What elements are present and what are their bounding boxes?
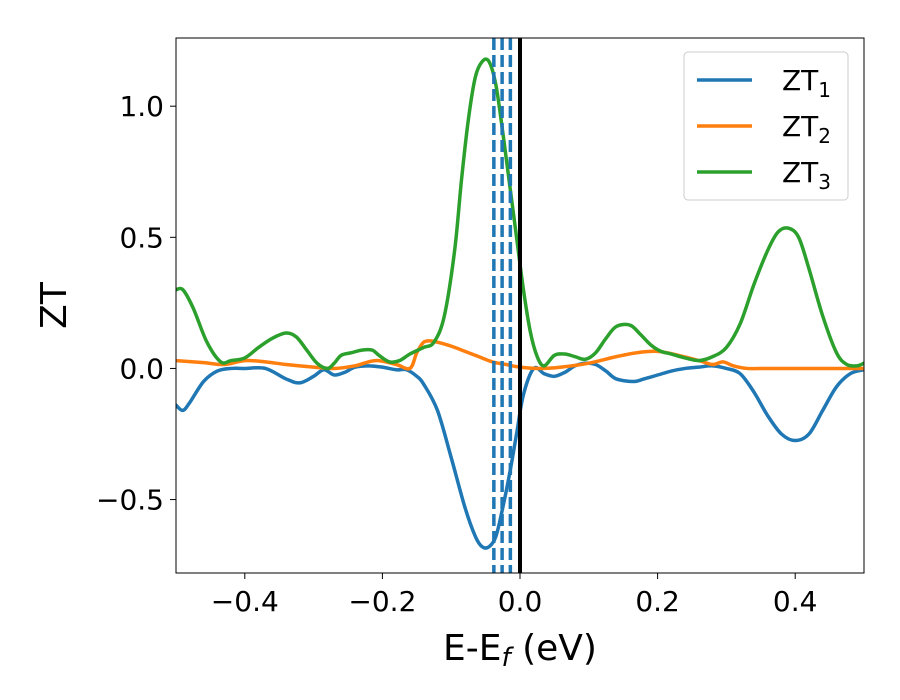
legend-frame — [683, 51, 849, 201]
y-tick-label: −0.5 — [96, 484, 164, 517]
legend-label: ZT1 — [782, 64, 831, 102]
reference-lines — [492, 38, 522, 573]
x-tick-label: −0.4 — [211, 585, 279, 618]
legend-label: ZT3 — [782, 156, 831, 194]
x-tick-label: 0.4 — [773, 585, 818, 618]
series-line-zt3 — [176, 57, 864, 371]
legend-label: ZT2 — [782, 110, 831, 148]
series-line-zt2 — [176, 339, 864, 371]
axis-ticks: −0.4 −0.2 0.0 0.2 0.4 −0.5 0.0 0.5 1.0 — [96, 90, 817, 618]
legend: ZT1 ZT2 ZT3 — [683, 51, 849, 201]
x-tick-label: −0.2 — [348, 585, 416, 618]
x-axis-label-tail: (eV) — [511, 628, 597, 669]
x-axis-label-main: E-E — [443, 628, 501, 669]
y-tick-label: 0.5 — [119, 221, 164, 254]
y-axis-label: ZT — [34, 281, 75, 329]
x-axis-label: E-Ef (eV) — [443, 628, 597, 673]
x-tick-label: 0.2 — [635, 585, 680, 618]
y-tick-label: 1.0 — [119, 90, 164, 123]
x-tick-label: 0.0 — [498, 585, 543, 618]
y-tick-label: 0.0 — [119, 352, 164, 385]
